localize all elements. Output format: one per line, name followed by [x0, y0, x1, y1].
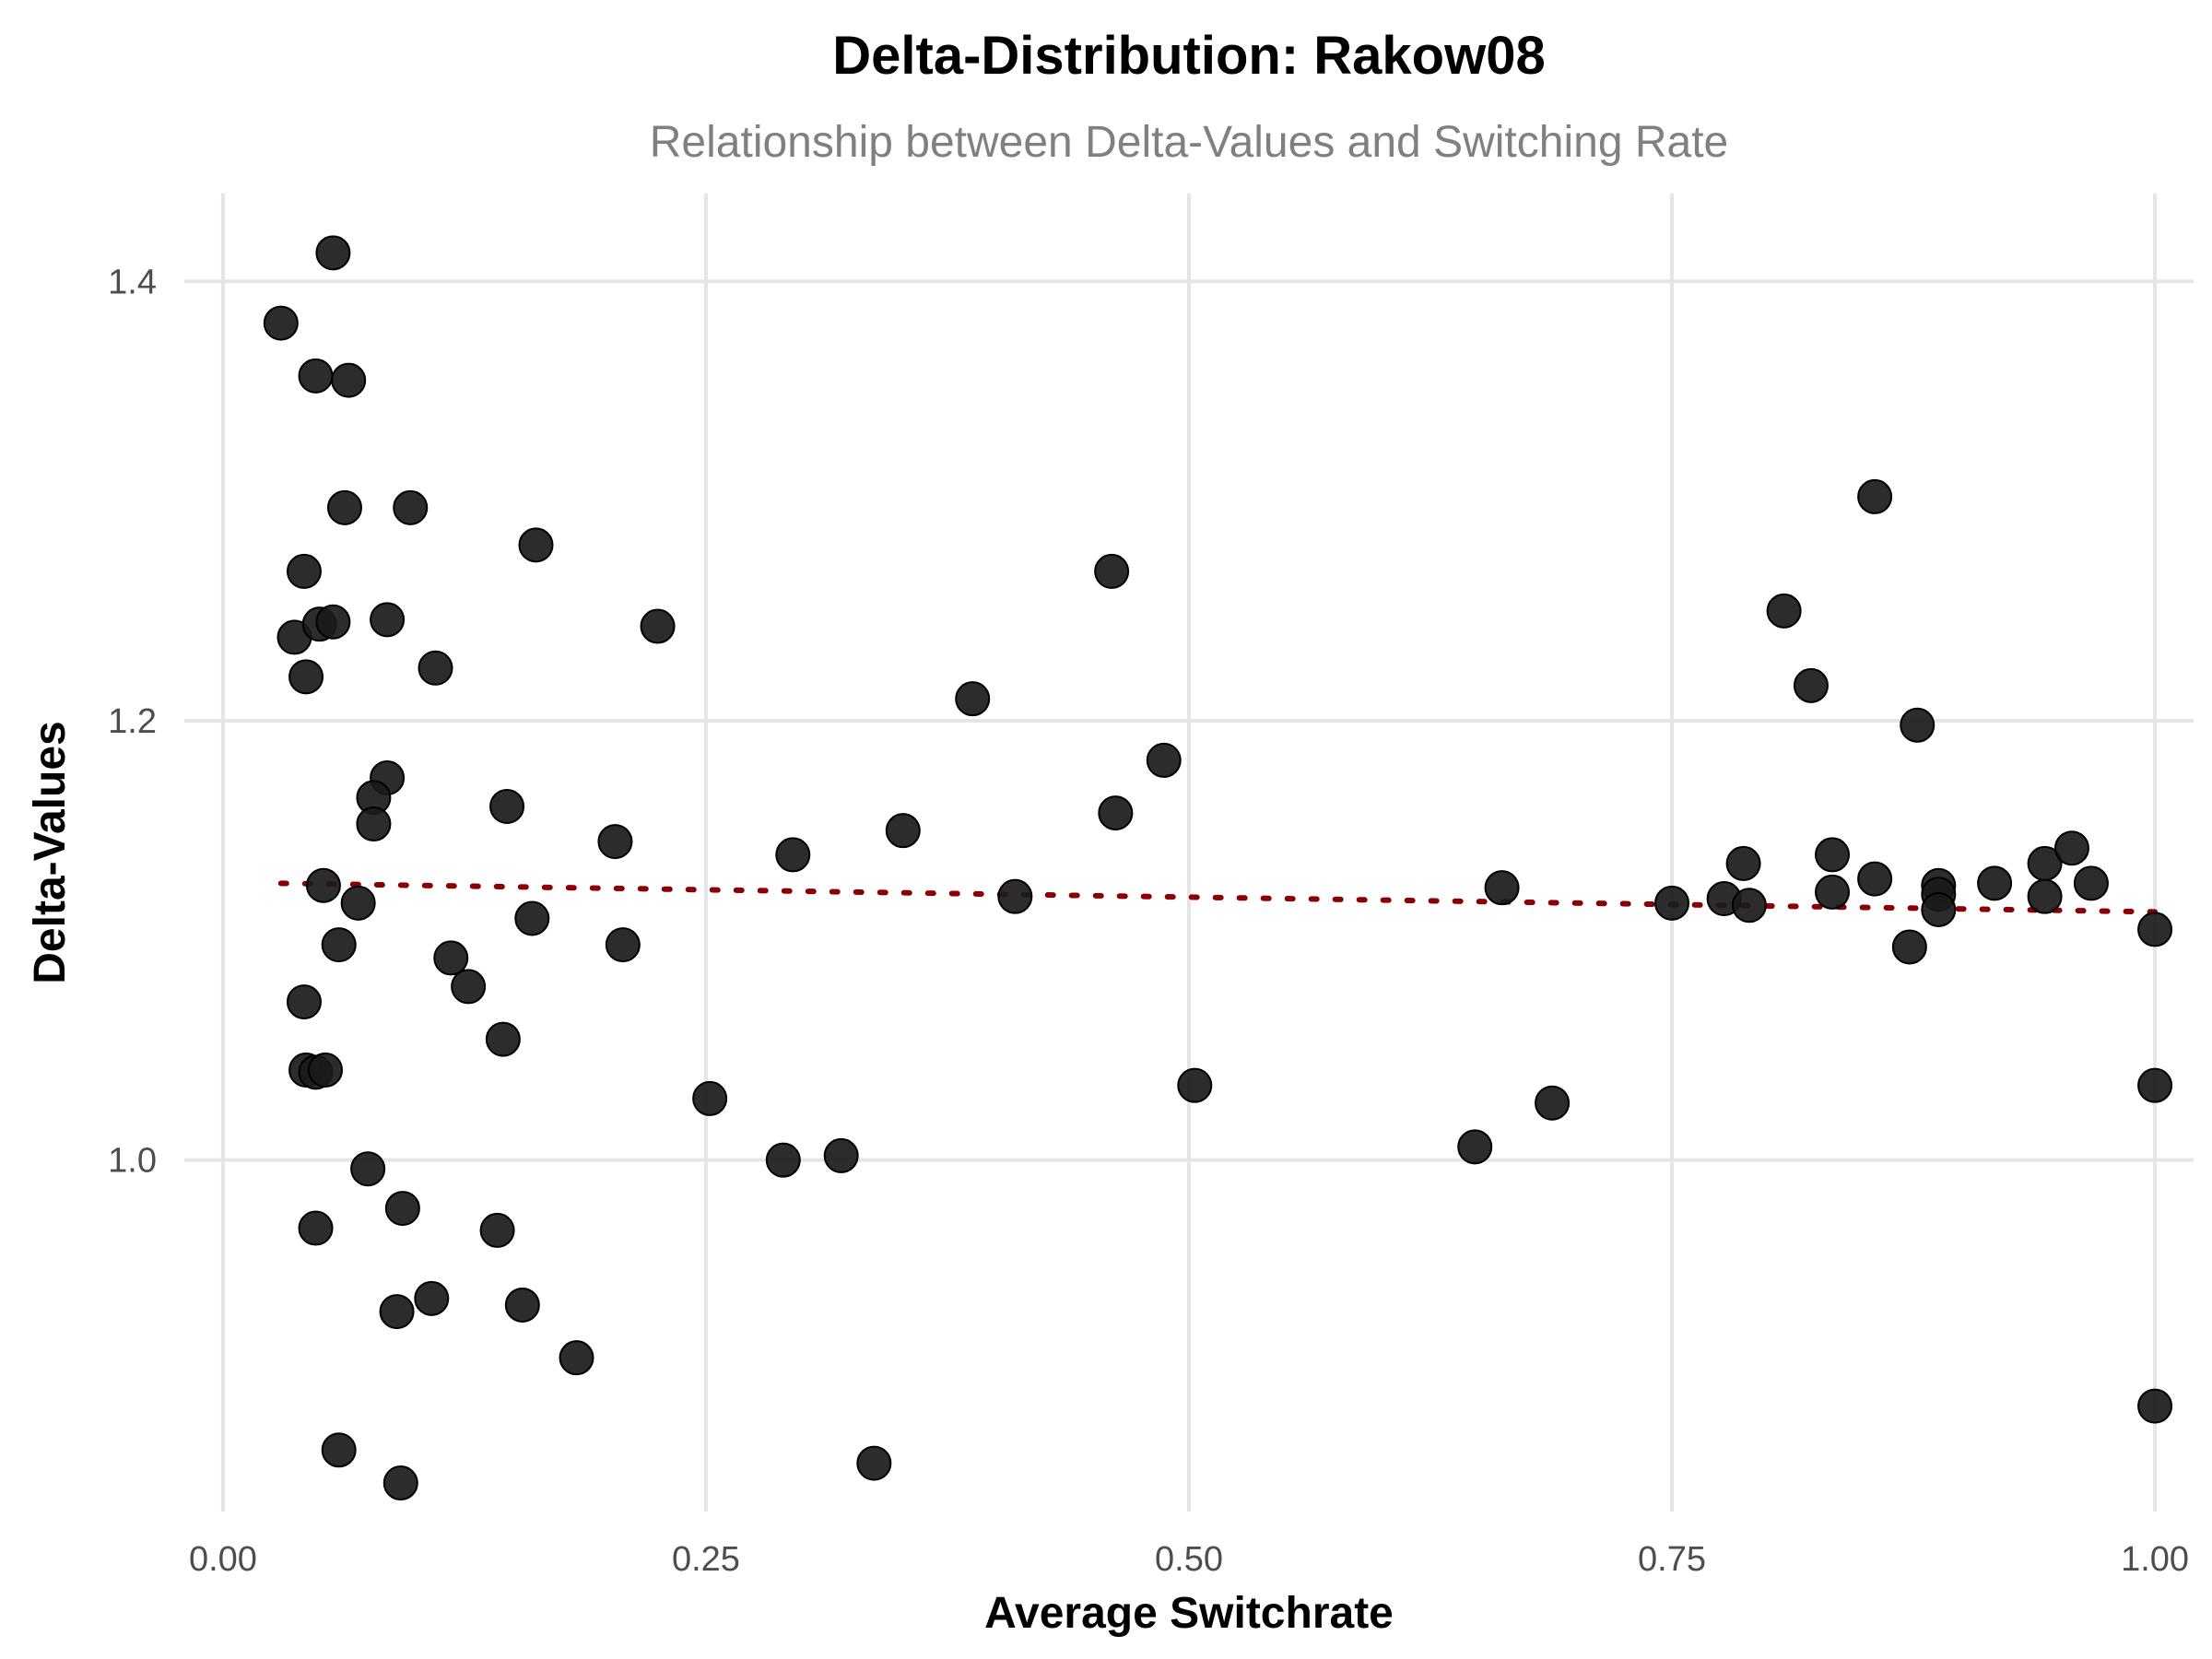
data-point	[765, 1142, 801, 1178]
data-point	[288, 659, 324, 695]
x-axis-title: Average Switchrate	[984, 1589, 1394, 1638]
data-point	[1484, 870, 1520, 906]
data-point	[823, 1137, 859, 1173]
data-point	[308, 1052, 344, 1088]
points-layer	[263, 235, 2173, 1501]
data-point	[955, 681, 991, 717]
data-point	[433, 940, 469, 976]
x-tick-label: 0.25	[672, 1540, 740, 1579]
data-point	[331, 362, 367, 398]
data-point	[1900, 707, 1936, 743]
data-point	[340, 885, 376, 921]
y-tick-label: 1.4	[108, 263, 157, 301]
data-point	[263, 305, 299, 341]
y-axis-title: Delta-Values	[26, 721, 75, 983]
data-point	[605, 927, 641, 963]
data-point	[1857, 861, 1893, 897]
data-point	[640, 608, 676, 644]
data-point	[1535, 1085, 1571, 1121]
data-point	[1457, 1129, 1493, 1165]
data-point	[414, 1280, 450, 1316]
data-point	[1098, 795, 1134, 831]
data-point	[384, 1191, 420, 1227]
x-tick-label: 0.75	[1638, 1540, 1706, 1579]
data-point	[321, 1432, 357, 1468]
x-tick-label: 1.00	[2121, 1540, 2189, 1579]
trend-layer	[277, 880, 2159, 915]
x-tick-labels: 0.00 0.25 0.50 0.75 1.00	[189, 1540, 2189, 1579]
y-tick-label: 1.0	[108, 1142, 157, 1181]
data-point	[2137, 1388, 2173, 1424]
data-point	[1815, 837, 1851, 873]
data-point	[885, 813, 921, 849]
data-point	[1815, 874, 1851, 910]
data-point	[451, 969, 487, 1005]
data-point	[1857, 478, 1893, 514]
data-point	[692, 1080, 728, 1116]
data-point	[997, 878, 1033, 914]
data-point	[518, 527, 554, 563]
data-point	[1793, 667, 1829, 703]
data-point	[315, 604, 351, 640]
data-point	[298, 1210, 334, 1246]
x-tick-label: 0.50	[1155, 1540, 1223, 1579]
data-point	[286, 553, 322, 589]
data-point	[315, 235, 351, 271]
chart-subtitle: Relationship between Delta-Values and Sw…	[650, 118, 1728, 167]
data-point	[305, 867, 341, 903]
x-tick-label: 0.00	[189, 1540, 257, 1579]
chart-title: Delta-Distribution: Rakow08	[832, 26, 1545, 86]
data-point	[1094, 553, 1130, 589]
data-point	[2053, 830, 2089, 866]
data-point	[1891, 929, 1927, 965]
data-point	[298, 358, 334, 394]
data-point	[326, 489, 362, 525]
grid-layer	[184, 194, 2194, 1512]
data-point	[2027, 878, 2063, 914]
data-point	[1725, 845, 1761, 881]
data-point	[1977, 865, 2013, 901]
y-tick-labels: 1.0 1.2 1.4	[108, 263, 157, 1180]
data-point	[504, 1287, 540, 1323]
data-point	[856, 1445, 892, 1481]
data-point	[485, 1021, 521, 1057]
data-point	[393, 489, 429, 525]
data-point	[2137, 912, 2173, 947]
data-point	[2137, 1067, 2173, 1103]
data-point	[489, 788, 525, 824]
trend-line	[277, 880, 2159, 915]
data-point	[286, 984, 322, 1020]
data-point	[514, 900, 550, 936]
data-point	[418, 650, 453, 686]
data-point	[382, 1465, 418, 1501]
data-point	[597, 824, 633, 860]
data-point	[321, 927, 357, 963]
data-point	[1731, 888, 1767, 924]
data-point	[559, 1340, 594, 1376]
data-point	[370, 602, 406, 638]
y-tick-label: 1.2	[108, 702, 157, 741]
data-point	[379, 1294, 415, 1330]
data-point	[1177, 1067, 1213, 1103]
data-point	[775, 837, 811, 873]
data-point	[1654, 885, 1690, 921]
data-point	[1766, 593, 1802, 629]
data-point	[1146, 742, 1182, 778]
data-point	[356, 806, 392, 842]
data-point	[2073, 865, 2109, 901]
data-point	[350, 1151, 386, 1187]
data-point	[479, 1212, 515, 1248]
data-point	[1921, 891, 1957, 927]
